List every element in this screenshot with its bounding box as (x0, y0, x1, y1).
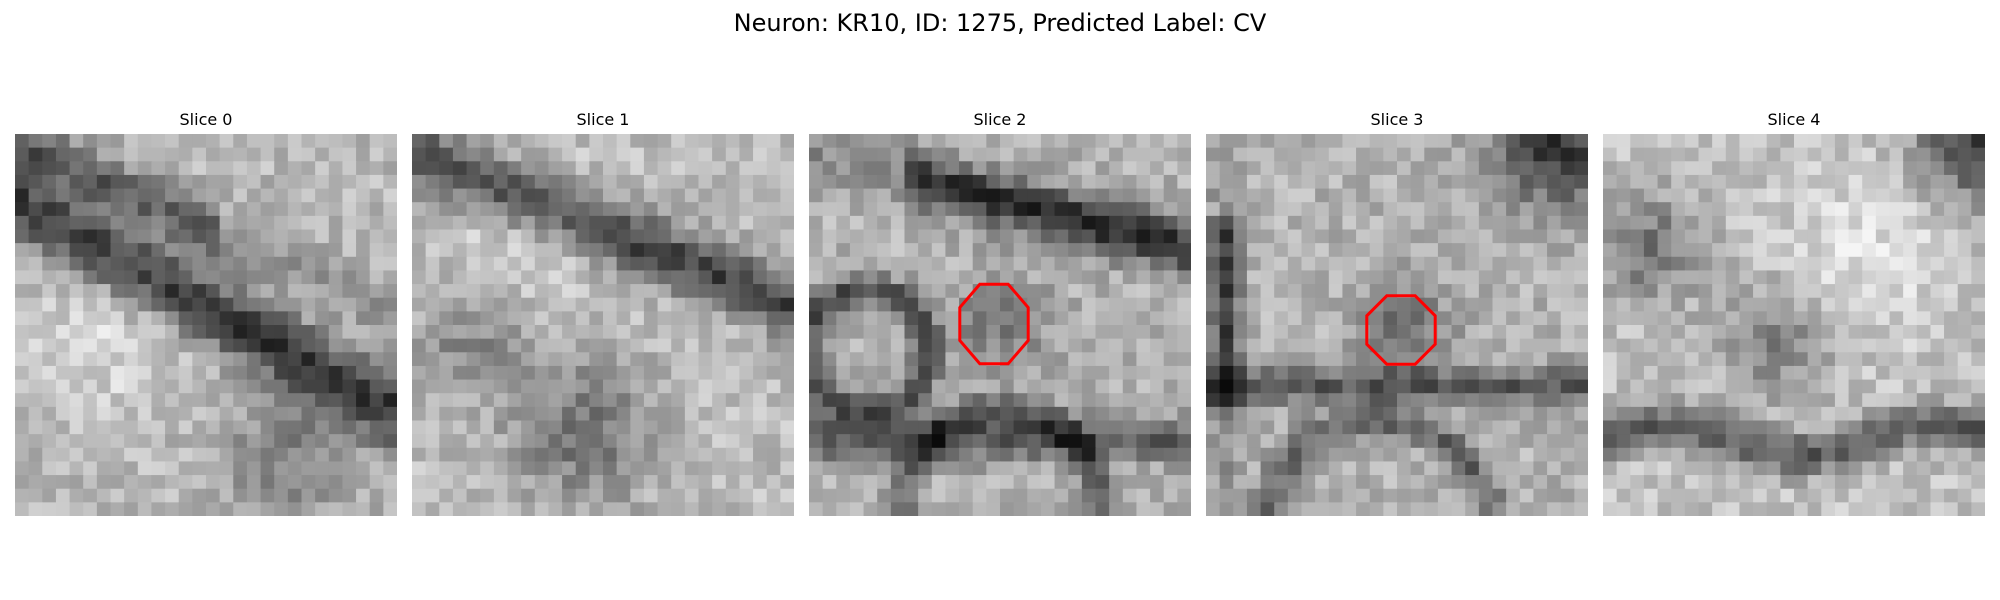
slice-panel-3: Slice 3 (1206, 110, 1588, 516)
slice-panel-0: Slice 0 (15, 110, 397, 516)
slice-panel-4: Slice 4 (1603, 110, 1985, 516)
roi-outline (958, 282, 1030, 366)
roi-outline (1365, 294, 1437, 366)
slice-image (15, 134, 397, 516)
slice-image (809, 134, 1191, 516)
slice-title: Slice 4 (1767, 110, 1821, 129)
slice-image (412, 134, 794, 516)
figure-title: Neuron: KR10, ID: 1275, Predicted Label:… (733, 9, 1267, 37)
slice-title: Slice 0 (179, 110, 233, 129)
slice-panel-1: Slice 1 (412, 110, 794, 516)
slice-image (1206, 134, 1588, 516)
slice-image (1603, 134, 1985, 516)
slice-title: Slice 2 (973, 110, 1027, 129)
slice-panel-2: Slice 2 (809, 110, 1191, 516)
slice-title: Slice 3 (1370, 110, 1424, 129)
slice-title: Slice 1 (576, 110, 630, 129)
